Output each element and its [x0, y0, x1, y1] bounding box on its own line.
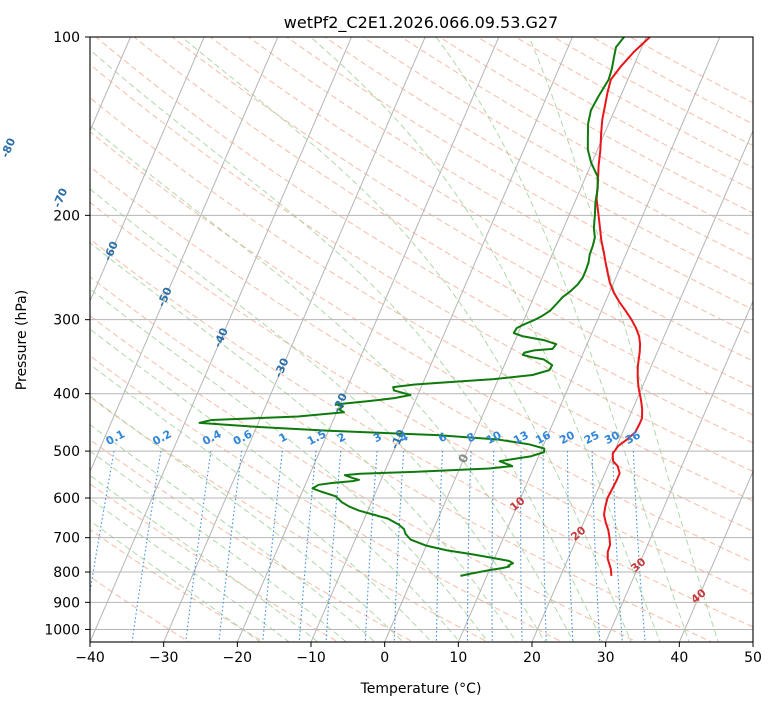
y-tick-label: 500 [53, 444, 80, 460]
isotherm-line [531, 129, 753, 642]
dry-adiabat [90, 238, 753, 628]
y-tick-label: 1000 [44, 622, 80, 638]
dry-adiabat [400, 37, 753, 237]
x-tick-label: 20 [523, 650, 541, 666]
dry-adiabat [362, 37, 753, 261]
y-tick-label: 800 [53, 565, 80, 581]
moist-adiabat [90, 242, 518, 642]
moist-adiabat [90, 520, 262, 642]
plot-frame [89, 36, 754, 643]
isotherm-line [236, 37, 500, 642]
dry-adiabat [90, 355, 564, 642]
dry-adiabat [324, 37, 753, 286]
dry-adiabat [90, 97, 753, 502]
mixing-ratio-label: 16 [533, 428, 553, 447]
x-tick-label: −20 [223, 650, 253, 666]
x-tick-label: −40 [75, 650, 105, 666]
mixing-ratio-line [393, 451, 405, 642]
mixing-ratio-label: 25 [582, 428, 602, 447]
x-tick-label: 30 [597, 650, 615, 666]
mixing-ratio-line [466, 451, 472, 642]
y-axis-label: Pressure (hPa) [14, 290, 30, 390]
dry-adiabat [90, 276, 713, 642]
x-tick-label: −10 [296, 650, 326, 666]
mixing-ratio-line [520, 451, 523, 642]
dry-adiabat [514, 37, 753, 169]
isotherm-line [310, 37, 574, 642]
y-tick-label: 300 [53, 313, 80, 329]
mixing-ratio-line [612, 451, 623, 642]
mixing-ratio-line [364, 451, 378, 642]
dry-adiabat [438, 37, 753, 214]
x-tick-label: 40 [670, 650, 688, 666]
temperature-profile [595, 37, 651, 576]
dry-adiabat [90, 315, 639, 642]
mixing-ratio-line [435, 451, 444, 642]
isotherm-line [457, 37, 721, 642]
dry-adiabat [95, 37, 753, 444]
dry-adiabat [171, 37, 753, 389]
isotherm-line [90, 37, 353, 642]
x-tick-label: 0 [380, 650, 389, 666]
plot-background [90, 37, 753, 642]
dewpoint-profile [198, 37, 625, 577]
dry-adiabat [90, 439, 414, 642]
mixing-ratio-label: 36 [623, 428, 643, 447]
y-tick-label: 400 [53, 387, 80, 403]
mixing-ratio-lines [90, 451, 646, 642]
isotherms [0, 24, 753, 654]
dry-adiabat [247, 37, 753, 336]
sounding-series [198, 37, 651, 577]
y-tick-label: 700 [53, 531, 80, 547]
dry-adiabat [90, 63, 753, 473]
dry-adiabat [133, 37, 753, 416]
isotherm-line [163, 37, 426, 642]
x-axis-label: Temperature (°C) [360, 681, 482, 697]
dry-adiabat [90, 201, 753, 595]
mixing-ratio-line [632, 451, 646, 642]
mixing-ratio-line [591, 451, 601, 642]
mixing-ratio-label: 13 [511, 428, 531, 447]
isotherm-line [0, 24, 63, 654]
axes: −40 −30 −20 −10 0 10 20 30 40 50 100 200 300 400 500 60… [44, 30, 762, 666]
moist-adiabat [181, 37, 632, 642]
mixing-ratio-line [542, 451, 547, 642]
mixing-ratio-line [491, 451, 495, 642]
dry-adiabat [90, 483, 340, 642]
moist-adiabat [90, 188, 546, 642]
dry-adiabats [90, 37, 753, 642]
isotherm-label: -70 [51, 186, 71, 210]
chart-title: wetPf2_C2E1.2026.066.09.53.G27 [284, 13, 558, 33]
moist-adiabat [90, 498, 290, 642]
y-tick-label: 200 [53, 208, 80, 224]
isotherm-line [90, 37, 205, 303]
mixing-ratio-label: 10 [484, 428, 504, 447]
y-tick-label: 100 [53, 30, 80, 46]
isotherm-line [605, 299, 753, 642]
mixing-ratio-label: 20 [557, 428, 577, 447]
dry-adiabat [90, 131, 753, 532]
isotherm-line [678, 470, 753, 642]
moist-adiabat [90, 474, 319, 642]
isotherm-label: -80 [0, 136, 18, 160]
mixing-ratio-line [566, 451, 574, 642]
pressure-gridlines [90, 37, 753, 630]
moist-adiabat [90, 125, 575, 642]
x-tick-label: −30 [149, 650, 179, 666]
dry-adiabat [90, 165, 753, 563]
x-tick-label: 10 [449, 650, 467, 666]
dry-adiabat [209, 37, 753, 362]
y-tick-label: 900 [53, 595, 80, 611]
x-tick-label: 50 [744, 650, 762, 666]
y-tick-label: 600 [53, 491, 80, 507]
isotherm-line [90, 37, 132, 132]
isotherm-line [384, 37, 647, 642]
mixing-ratio-label: 30 [602, 428, 622, 447]
isotherm-line [90, 37, 279, 473]
